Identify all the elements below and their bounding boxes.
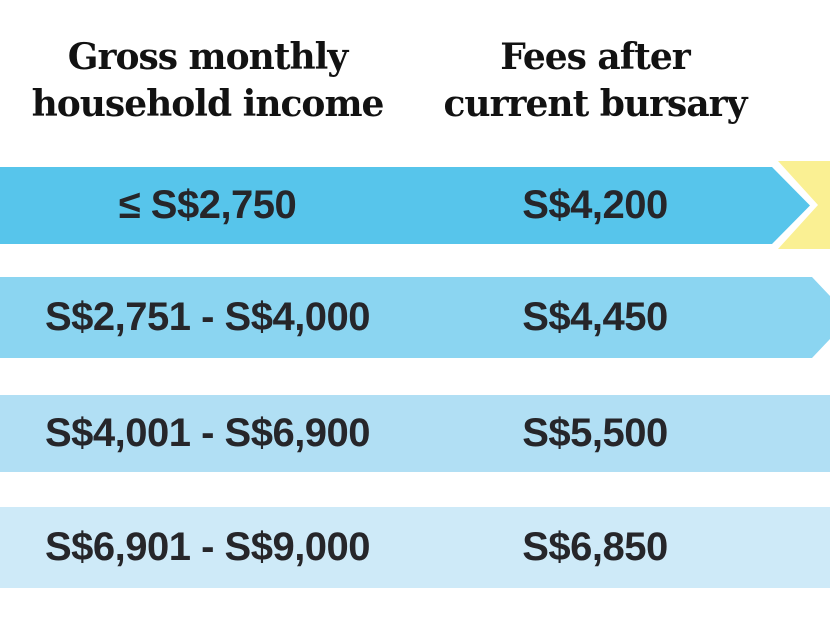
income-cell: S$4,001 - S$6,900 [44,411,371,455]
table-header: Gross monthly household income Fees afte… [0,34,830,128]
table-row: S$4,001 - S$6,900 S$5,500 [0,395,830,472]
column-header-income: Gross monthly household income [0,34,415,128]
income-cell: S$2,751 - S$4,000 [44,295,371,339]
fee-cell: S$6,850 [522,525,668,569]
column-header-fees-line2: current bursary [443,83,747,125]
income-cell: S$6,901 - S$9,000 [44,525,371,569]
table-row: S$2,751 - S$4,000 S$4,450 [0,277,830,358]
column-header-income-line2: household income [31,83,385,125]
table-row: ≤ S$2,750 S$4,200 [0,167,810,244]
column-header-fees-line1: Fees after [500,36,691,78]
column-header-income-line1: Gross monthly [67,36,348,78]
income-cell: ≤ S$2,750 [118,183,297,227]
column-header-fees: Fees after current bursary [415,34,775,128]
fee-cell: S$5,500 [522,411,668,455]
fee-cell: S$4,200 [522,183,668,227]
fee-cell: S$4,450 [522,295,668,339]
table-row: S$6,901 - S$9,000 S$6,850 [0,507,830,588]
